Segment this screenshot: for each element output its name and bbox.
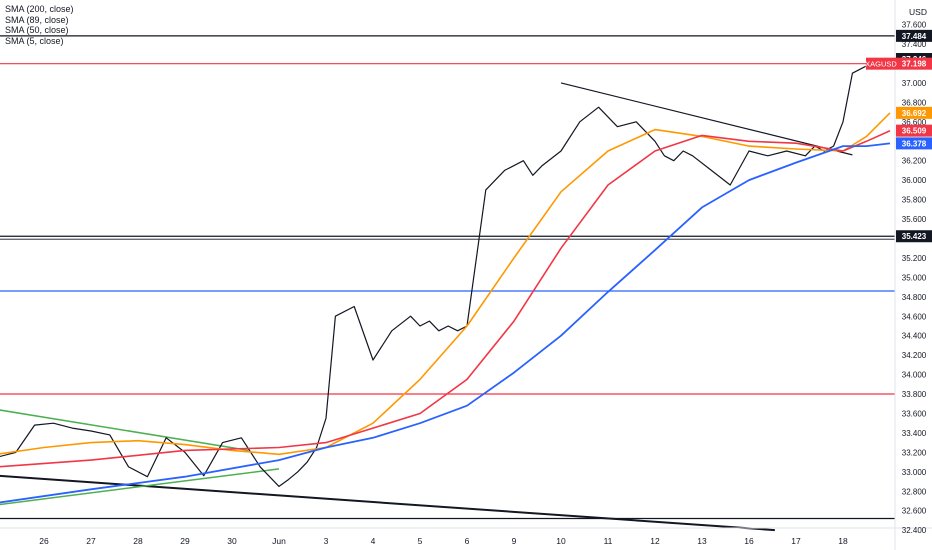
y-tick-label: 33.800 [902, 390, 927, 399]
x-tick-label: 13 [697, 536, 707, 546]
price-badge [896, 29, 932, 42]
y-tick-label: 37.600 [902, 21, 927, 30]
indicator-legend: SMA (200, close) SMA (89, close) SMA (50, … [5, 4, 74, 46]
price-badge [896, 57, 932, 70]
y-tick-label: 36.600 [902, 118, 927, 127]
legend-item[interactable]: SMA (200, close) [5, 4, 74, 14]
y-tick-label: 33.000 [902, 468, 927, 477]
x-tick-label: 3 [324, 536, 329, 546]
y-tick-label: 35.200 [902, 254, 927, 263]
series-line [0, 58, 886, 487]
price-badge-value: 37.484 [902, 32, 927, 41]
symbol-badge-label: XAGUSD [865, 60, 897, 69]
x-tick-label: 30 [227, 536, 237, 546]
x-tick-label: 12 [650, 536, 660, 546]
currency-label: USD [909, 7, 927, 17]
symbol-badge [866, 57, 896, 70]
y-tick-label: 32.600 [902, 507, 927, 516]
legend-item[interactable]: SMA (5, close) [5, 35, 64, 46]
series-line [0, 142, 891, 504]
y-tick-label: 34.400 [902, 332, 927, 341]
y-tick-label: 36.200 [902, 157, 927, 166]
price-badge-value: 36.692 [902, 109, 927, 118]
x-tick-label: 4 [371, 536, 376, 546]
y-tick-label: 37.000 [902, 79, 927, 88]
price-badge [896, 124, 932, 137]
series-line [0, 129, 891, 468]
trend-line[interactable] [0, 468, 280, 506]
y-tick-label: 32.400 [902, 526, 927, 535]
y-tick-label: 33.200 [902, 448, 927, 457]
y-tick-label: 33.600 [902, 409, 927, 418]
y-tick-label: 34.800 [902, 293, 927, 302]
x-tick-label: 6 [465, 536, 470, 546]
price-badge [896, 137, 932, 150]
x-tick-label: 10 [556, 536, 566, 546]
y-tick-label: 33.400 [902, 429, 927, 438]
y-tick-label: 36.800 [902, 98, 927, 107]
price-badge [896, 230, 932, 243]
x-tick-label: 28 [133, 536, 143, 546]
series-line [0, 112, 891, 456]
y-tick-label: 34.000 [902, 371, 927, 380]
x-tick-label: 5 [418, 536, 423, 546]
y-tick-label: 36.000 [902, 176, 927, 185]
y-tick-label: 34.600 [902, 312, 927, 321]
price-badge [896, 106, 932, 119]
y-tick-label: 35.800 [902, 196, 927, 205]
x-tick-label: 18 [838, 536, 848, 546]
y-tick-label: 35.000 [902, 273, 927, 282]
price-badge-value: 36.378 [902, 139, 927, 148]
trend-line[interactable] [0, 474, 775, 532]
trend-line[interactable] [0, 409, 249, 452]
x-tick-label: 27 [86, 536, 96, 546]
x-tick-label: Jun [272, 536, 286, 546]
x-tick-label: 29 [180, 536, 190, 546]
legend-item[interactable]: SMA (89, close) [5, 14, 69, 25]
y-tick-label: 32.800 [902, 487, 927, 496]
price-badge-value: 37.198 [902, 60, 927, 69]
price-badge-value: 36.509 [902, 127, 927, 136]
x-tick-label: 11 [604, 536, 613, 546]
trend-line[interactable] [560, 82, 853, 156]
x-tick-label: 26 [39, 536, 49, 546]
y-tick-label: 34.200 [902, 351, 927, 360]
x-tick-label: 16 [744, 536, 754, 546]
y-tick-label: 37.400 [902, 40, 927, 49]
legend-item[interactable]: SMA (50, close) [5, 25, 69, 36]
y-tick-label: 35.600 [902, 215, 927, 224]
price-badge-value: 35.423 [902, 232, 927, 241]
x-tick-label: 17 [791, 536, 801, 546]
x-tick-label: 9 [512, 536, 517, 546]
